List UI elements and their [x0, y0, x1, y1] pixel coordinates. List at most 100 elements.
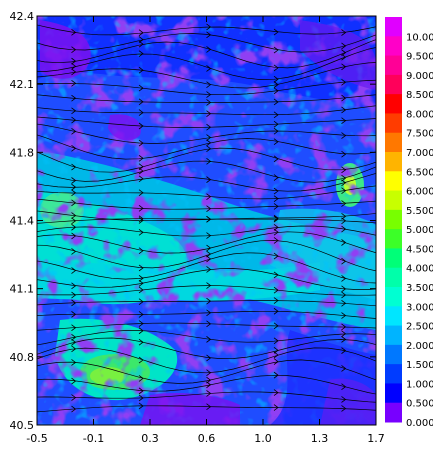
- stream-arrow: [206, 139, 212, 147]
- colorbar-swatch: [385, 402, 402, 423]
- colorbar-label: 2.000: [406, 341, 433, 352]
- streamline: [37, 210, 376, 222]
- stream-arrow: [71, 128, 77, 135]
- stream-arrow: [273, 389, 279, 396]
- streamlines: [37, 23, 376, 413]
- streamline: [37, 231, 376, 254]
- stream-arrow: [206, 205, 212, 213]
- colorbar-swatch: [385, 306, 402, 327]
- stream-arrow: [71, 333, 77, 341]
- stream-arrow: [206, 145, 212, 153]
- stream-arrow: [273, 351, 279, 359]
- stream-arrow: [71, 29, 77, 36]
- stream-arrow: [138, 36, 144, 43]
- stream-arrow: [138, 122, 144, 130]
- stream-arrow: [341, 257, 347, 265]
- stream-arrow: [341, 383, 347, 391]
- stream-arrow: [138, 205, 144, 212]
- y-tick-label: 40.8: [10, 351, 35, 364]
- stream-arrow: [138, 402, 144, 410]
- stream-arrow: [341, 187, 347, 194]
- stream-arrow: [206, 354, 212, 362]
- streamline: [37, 33, 376, 53]
- streamline: [37, 147, 376, 173]
- y-tick-label: 40.5: [10, 419, 35, 432]
- colorbar-swatch: [385, 364, 402, 384]
- colorbar-swatch: [385, 229, 402, 249]
- x-tick-label: 0.6: [198, 432, 216, 445]
- stream-arrow: [273, 286, 279, 294]
- streamline: [37, 330, 376, 346]
- stream-arrow: [273, 358, 279, 365]
- stream-arrow: [71, 116, 77, 124]
- colorbar-swatch: [385, 171, 402, 192]
- stream-arrow: [138, 338, 144, 346]
- stream-arrow: [273, 203, 279, 210]
- stream-arrow: [273, 228, 279, 236]
- stream-arrow: [206, 369, 212, 377]
- streamline: [37, 116, 376, 128]
- streamline: [37, 198, 376, 210]
- streamline: [37, 94, 376, 103]
- stream-arrow: [138, 175, 144, 183]
- stream-arrow: [138, 274, 144, 282]
- stream-arrow: [273, 223, 279, 231]
- stream-arrow: [71, 311, 77, 318]
- stream-arrow: [341, 117, 347, 125]
- stream-arrow: [138, 167, 144, 175]
- stream-arrow: [138, 98, 144, 106]
- stream-arrow: [273, 337, 279, 345]
- stream-arrow: [71, 107, 77, 115]
- streamline: [37, 79, 376, 96]
- stream-arrow: [273, 297, 279, 304]
- stream-arrow: [206, 193, 212, 200]
- stream-arrow: [341, 200, 347, 207]
- colorbar-label: 1.000: [406, 379, 433, 390]
- stream-arrow: [273, 252, 279, 260]
- colorbar-label: 9.000: [406, 71, 433, 82]
- colorbar-swatch: [385, 113, 402, 134]
- stream-arrow: [71, 377, 77, 385]
- stream-arrow: [341, 365, 347, 372]
- streamline: [37, 225, 376, 237]
- stream-arrow: [206, 266, 212, 273]
- streamline: [37, 105, 376, 116]
- stream-arrow: [71, 345, 77, 353]
- stream-arrow: [138, 66, 144, 74]
- stream-arrow: [71, 79, 77, 87]
- streamline: [37, 300, 376, 307]
- y-tick-label: 41.4: [10, 215, 35, 228]
- streamline: [37, 268, 376, 290]
- stream-arrow: [71, 338, 77, 346]
- x-tick-label: 1.7: [367, 432, 385, 445]
- stream-arrow: [206, 282, 212, 289]
- colorbar-label: 6.000: [406, 187, 433, 198]
- stream-arrow: [206, 31, 212, 39]
- stream-arrow: [206, 81, 212, 88]
- colorbar-label: 1.500: [406, 360, 433, 371]
- streamline: [37, 185, 376, 200]
- stream-arrow: [71, 223, 77, 231]
- streamline: [37, 310, 376, 319]
- colorbar-swatch: [385, 248, 402, 269]
- colorbar: 10.00 9.500 9.000 8.500 8.000 7.500 7.000 6.500…: [385, 17, 433, 429]
- stream-arrow: [71, 68, 77, 76]
- colorbar-label: 0.000: [406, 418, 433, 429]
- stream-arrow: [341, 49, 347, 56]
- stream-arrow: [71, 57, 77, 65]
- stream-arrow: [341, 396, 347, 403]
- colorbar-label: 10.00: [406, 32, 433, 43]
- stream-arrow: [138, 189, 144, 197]
- stream-arrow: [273, 127, 279, 135]
- stream-arrow: [273, 214, 279, 222]
- stream-arrow: [138, 311, 144, 318]
- stream-arrow: [273, 237, 279, 244]
- stream-arrow: [341, 336, 347, 343]
- colorbar-swatch: [385, 325, 402, 346]
- stream-arrow: [71, 248, 77, 255]
- stream-arrow: [273, 120, 279, 128]
- stream-arrow: [206, 309, 212, 317]
- stream-arrow: [206, 297, 212, 305]
- colorbar-swatch: [385, 209, 402, 230]
- streamline: [37, 240, 376, 272]
